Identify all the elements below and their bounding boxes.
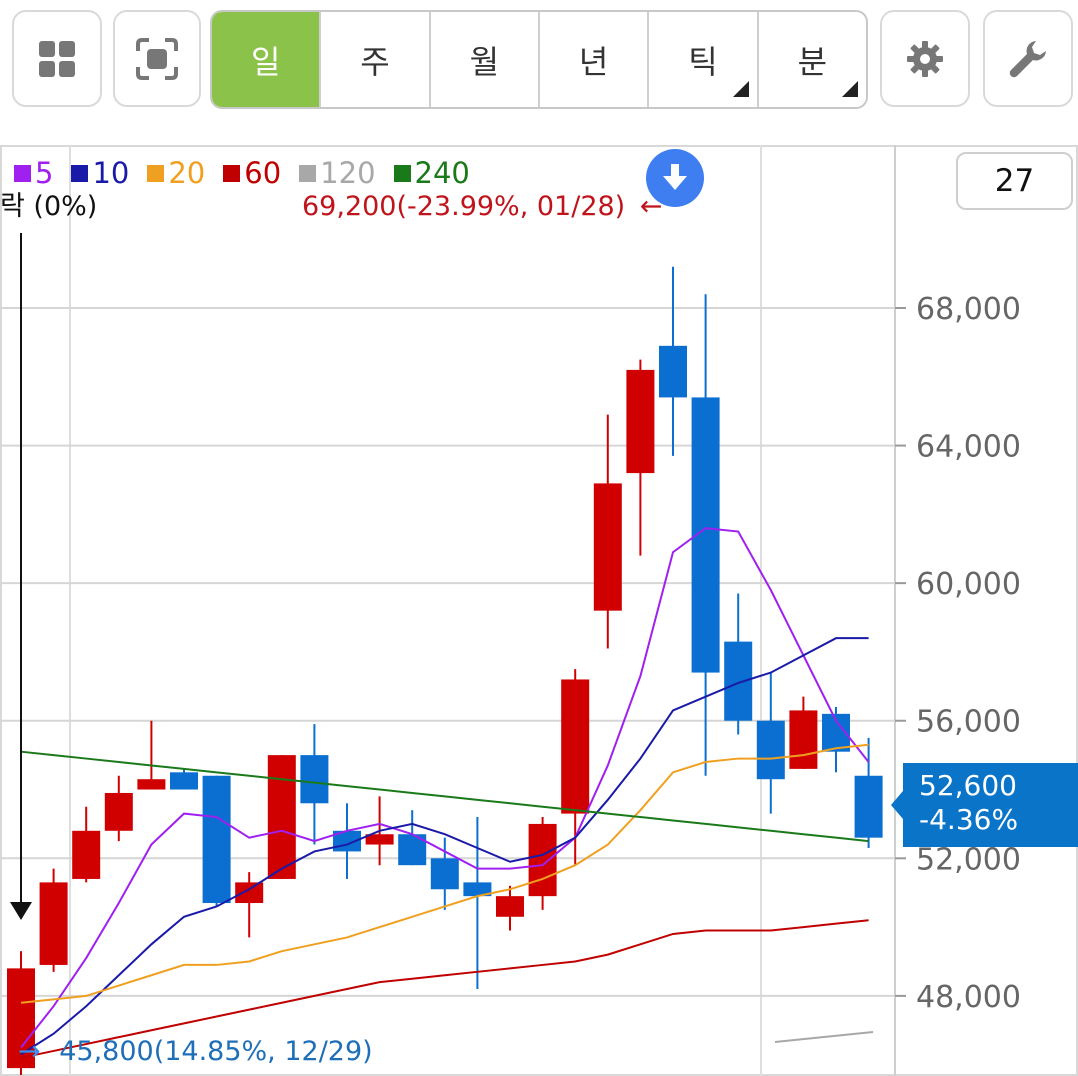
arrow-down-icon xyxy=(663,164,687,190)
legend-item-ma240[interactable]: 240 xyxy=(393,156,470,190)
marker-triangle xyxy=(10,902,32,920)
candle-body xyxy=(463,882,492,897)
legend-label: 60 xyxy=(244,156,282,190)
settings-button[interactable] xyxy=(880,10,970,107)
ma240-line xyxy=(20,750,869,843)
max-price-text: 69,200(-23.99%, 01/28) xyxy=(302,191,626,222)
ma120-line xyxy=(774,1031,874,1043)
candle-body xyxy=(561,679,590,814)
download-button[interactable] xyxy=(646,149,704,207)
dropdown-corner-icon xyxy=(732,81,749,97)
y-tick-label: 60,000 xyxy=(916,567,1021,602)
legend-item-ma120[interactable]: 120 xyxy=(299,156,376,190)
y-tick-label: 48,000 xyxy=(916,980,1021,1015)
legend-label: 20 xyxy=(168,156,206,190)
candle-body xyxy=(756,720,785,780)
period-count: 27 xyxy=(994,163,1035,199)
legend-label: 240 xyxy=(414,156,470,190)
candle-body xyxy=(72,830,101,879)
candle-body xyxy=(789,710,818,769)
legend-label: 5 xyxy=(35,156,54,190)
legend-item-ma5[interactable]: 5 xyxy=(14,156,53,190)
period-tab-3[interactable]: 년 xyxy=(537,12,647,107)
ma-legend: 5 10 20 60 120 240 xyxy=(14,156,480,190)
legend-swatch xyxy=(223,164,241,182)
candle-body xyxy=(430,858,459,890)
candle-body xyxy=(496,896,524,917)
ma60-line xyxy=(20,919,869,1059)
legend-label: 120 xyxy=(320,156,376,190)
candle-body xyxy=(267,755,296,879)
period-tab-4[interactable]: 틱 xyxy=(647,12,756,107)
grid-view-button[interactable] xyxy=(12,10,102,107)
period-tab-2[interactable]: 월 xyxy=(428,12,538,107)
legend-swatch xyxy=(71,164,89,182)
legend-swatch xyxy=(14,164,31,182)
period-tab-label: 틱 xyxy=(688,42,718,81)
candle-body xyxy=(104,792,133,831)
period-tab-label: 주 xyxy=(360,42,390,81)
candle-body xyxy=(39,882,68,965)
current-change: -4.36% xyxy=(919,803,1019,836)
candle-body xyxy=(137,779,166,790)
y-tick-label: 64,000 xyxy=(916,430,1021,465)
min-price-annotation: → 45,800(14.85%, 12/29) xyxy=(18,1036,373,1067)
period-tab-5[interactable]: 분 xyxy=(756,12,866,107)
current-price: 52,600 xyxy=(919,769,1017,802)
ma10-line xyxy=(20,637,869,1056)
legend-swatch xyxy=(393,164,411,182)
legend-label: 10 xyxy=(92,156,130,190)
period-tab-label: 년 xyxy=(578,42,609,81)
candle-body xyxy=(528,823,557,897)
arrow-right-icon: → xyxy=(18,1036,41,1067)
ma20-line xyxy=(20,743,869,1004)
period-tab-label: 분 xyxy=(797,42,828,81)
ma5-line xyxy=(20,527,870,1049)
legend-swatch xyxy=(299,164,317,182)
candle-body xyxy=(300,755,329,804)
y-tick-label: 52,000 xyxy=(916,842,1021,877)
tools-button[interactable] xyxy=(983,10,1073,107)
wrench-icon xyxy=(1009,40,1046,77)
candle-body xyxy=(170,772,198,790)
candle-body xyxy=(202,775,231,904)
legend-item-ma20[interactable]: 20 xyxy=(147,156,205,190)
candle-body xyxy=(854,775,883,838)
candle-body xyxy=(593,483,622,611)
candle-body xyxy=(659,345,687,398)
period-tab-0[interactable]: 일 xyxy=(212,12,320,107)
current-price-tag: 52,600 -4.36% xyxy=(891,763,1078,847)
max-price-annotation: 69,200(-23.99%, 01/28) ← xyxy=(302,191,662,222)
candlestick-chart[interactable]: 68,000 64,000 60,000 56,000 52,000 48,000 xyxy=(0,145,1078,1076)
capture-button[interactable] xyxy=(113,10,201,107)
candle-body xyxy=(235,882,264,904)
gear-icon xyxy=(907,40,943,77)
min-price-text: 45,800(14.85%, 12/29) xyxy=(59,1036,373,1067)
candle-body xyxy=(7,968,35,1069)
legend-item-ma60[interactable]: 60 xyxy=(223,156,281,190)
period-tab-label: 일 xyxy=(250,42,281,81)
candle-body xyxy=(626,369,655,474)
candle-body xyxy=(724,641,753,721)
legend-swatch xyxy=(147,164,165,182)
truncated-label: 락 (0%) xyxy=(0,191,98,222)
period-count-box[interactable]: 27 xyxy=(956,152,1073,210)
candle-body xyxy=(365,834,394,845)
chart-frame xyxy=(0,145,1078,1076)
y-tick-label: 56,000 xyxy=(916,705,1021,740)
dropdown-corner-icon xyxy=(841,81,858,97)
period-tab-label: 월 xyxy=(469,42,500,81)
legend-item-ma10[interactable]: 10 xyxy=(71,156,129,190)
grid-icon xyxy=(39,40,75,77)
period-tab-1[interactable]: 주 xyxy=(319,12,428,107)
capture-icon xyxy=(136,37,178,80)
y-tick-label: 68,000 xyxy=(916,292,1021,327)
